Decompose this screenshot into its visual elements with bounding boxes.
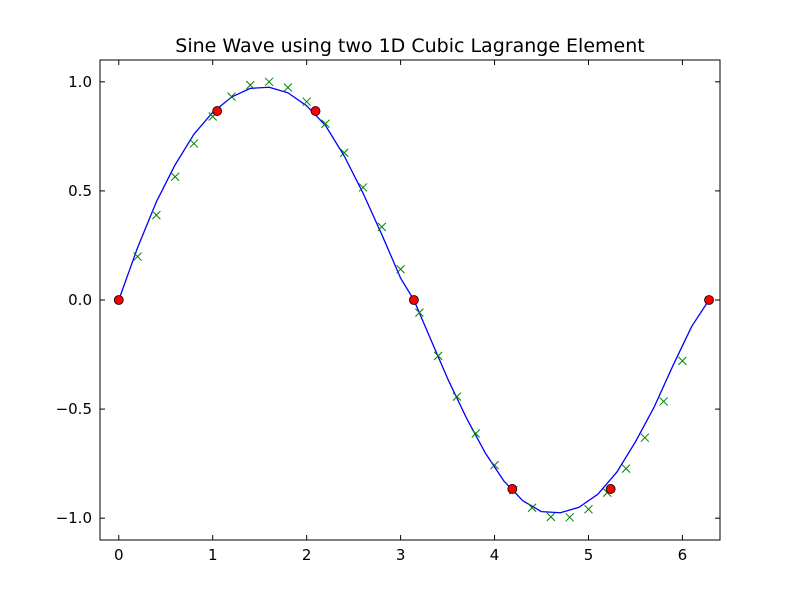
x-marker-point (227, 92, 236, 102)
plot-area (113, 77, 714, 522)
x-marker-point (415, 308, 424, 318)
x-marker-point (321, 119, 330, 129)
node-marker-point (507, 484, 518, 494)
x-tick-label: 4 (490, 546, 500, 564)
x-marker-point (471, 429, 481, 438)
x-marker-point (546, 512, 556, 522)
y-tick-label: −1.0 (56, 509, 92, 527)
x-marker-point (358, 183, 368, 192)
x-tick-label: 6 (678, 546, 688, 564)
y-tick-label: 0.0 (68, 291, 92, 309)
node-marker-point (113, 295, 124, 305)
x-marker-point (621, 464, 631, 474)
x-marker-point (527, 503, 537, 513)
y-tick-label: 1.0 (68, 73, 92, 91)
node-marker-point (704, 295, 714, 305)
node-marker-point (409, 295, 419, 305)
x-tick-label: 0 (114, 546, 124, 564)
x-marker-point (283, 83, 293, 92)
x-tick-label: 5 (584, 546, 594, 564)
x-marker-point (302, 97, 312, 107)
y-tick-label: −0.5 (56, 400, 92, 418)
x-marker-point (245, 80, 255, 90)
x-marker-point (490, 460, 499, 470)
x-marker-point (133, 252, 142, 261)
x-tick-label: 3 (396, 546, 406, 564)
x-marker-point (152, 210, 161, 220)
axis-ticks: 0 1 2 3 4 5 6 −1.0 −0.5 0.0 0.5 1.0 (56, 60, 720, 564)
x-tick-label: 1 (208, 546, 218, 564)
y-tick-label: 0.5 (68, 182, 92, 200)
chart-title: Sine Wave using two 1D Cubic Lagrange El… (175, 35, 644, 57)
node-marker-point (605, 484, 616, 494)
x-marker-point (565, 512, 575, 522)
x-marker-point (659, 397, 668, 406)
x-marker-point (452, 392, 462, 402)
x-marker-point (170, 172, 180, 182)
x-marker-point (264, 77, 274, 87)
node-marker-point (310, 106, 321, 116)
x-tick-label: 2 (302, 546, 312, 564)
x-marker-point (640, 433, 650, 443)
x-marker-point (339, 148, 349, 158)
node-marker-point (212, 106, 223, 116)
x-marker-point (433, 351, 443, 361)
x-marker-point (396, 264, 405, 274)
x-marker-point (377, 222, 387, 232)
x-marker-point (584, 504, 593, 514)
x-marker-point (678, 356, 687, 366)
x-marker-point (189, 139, 199, 148)
